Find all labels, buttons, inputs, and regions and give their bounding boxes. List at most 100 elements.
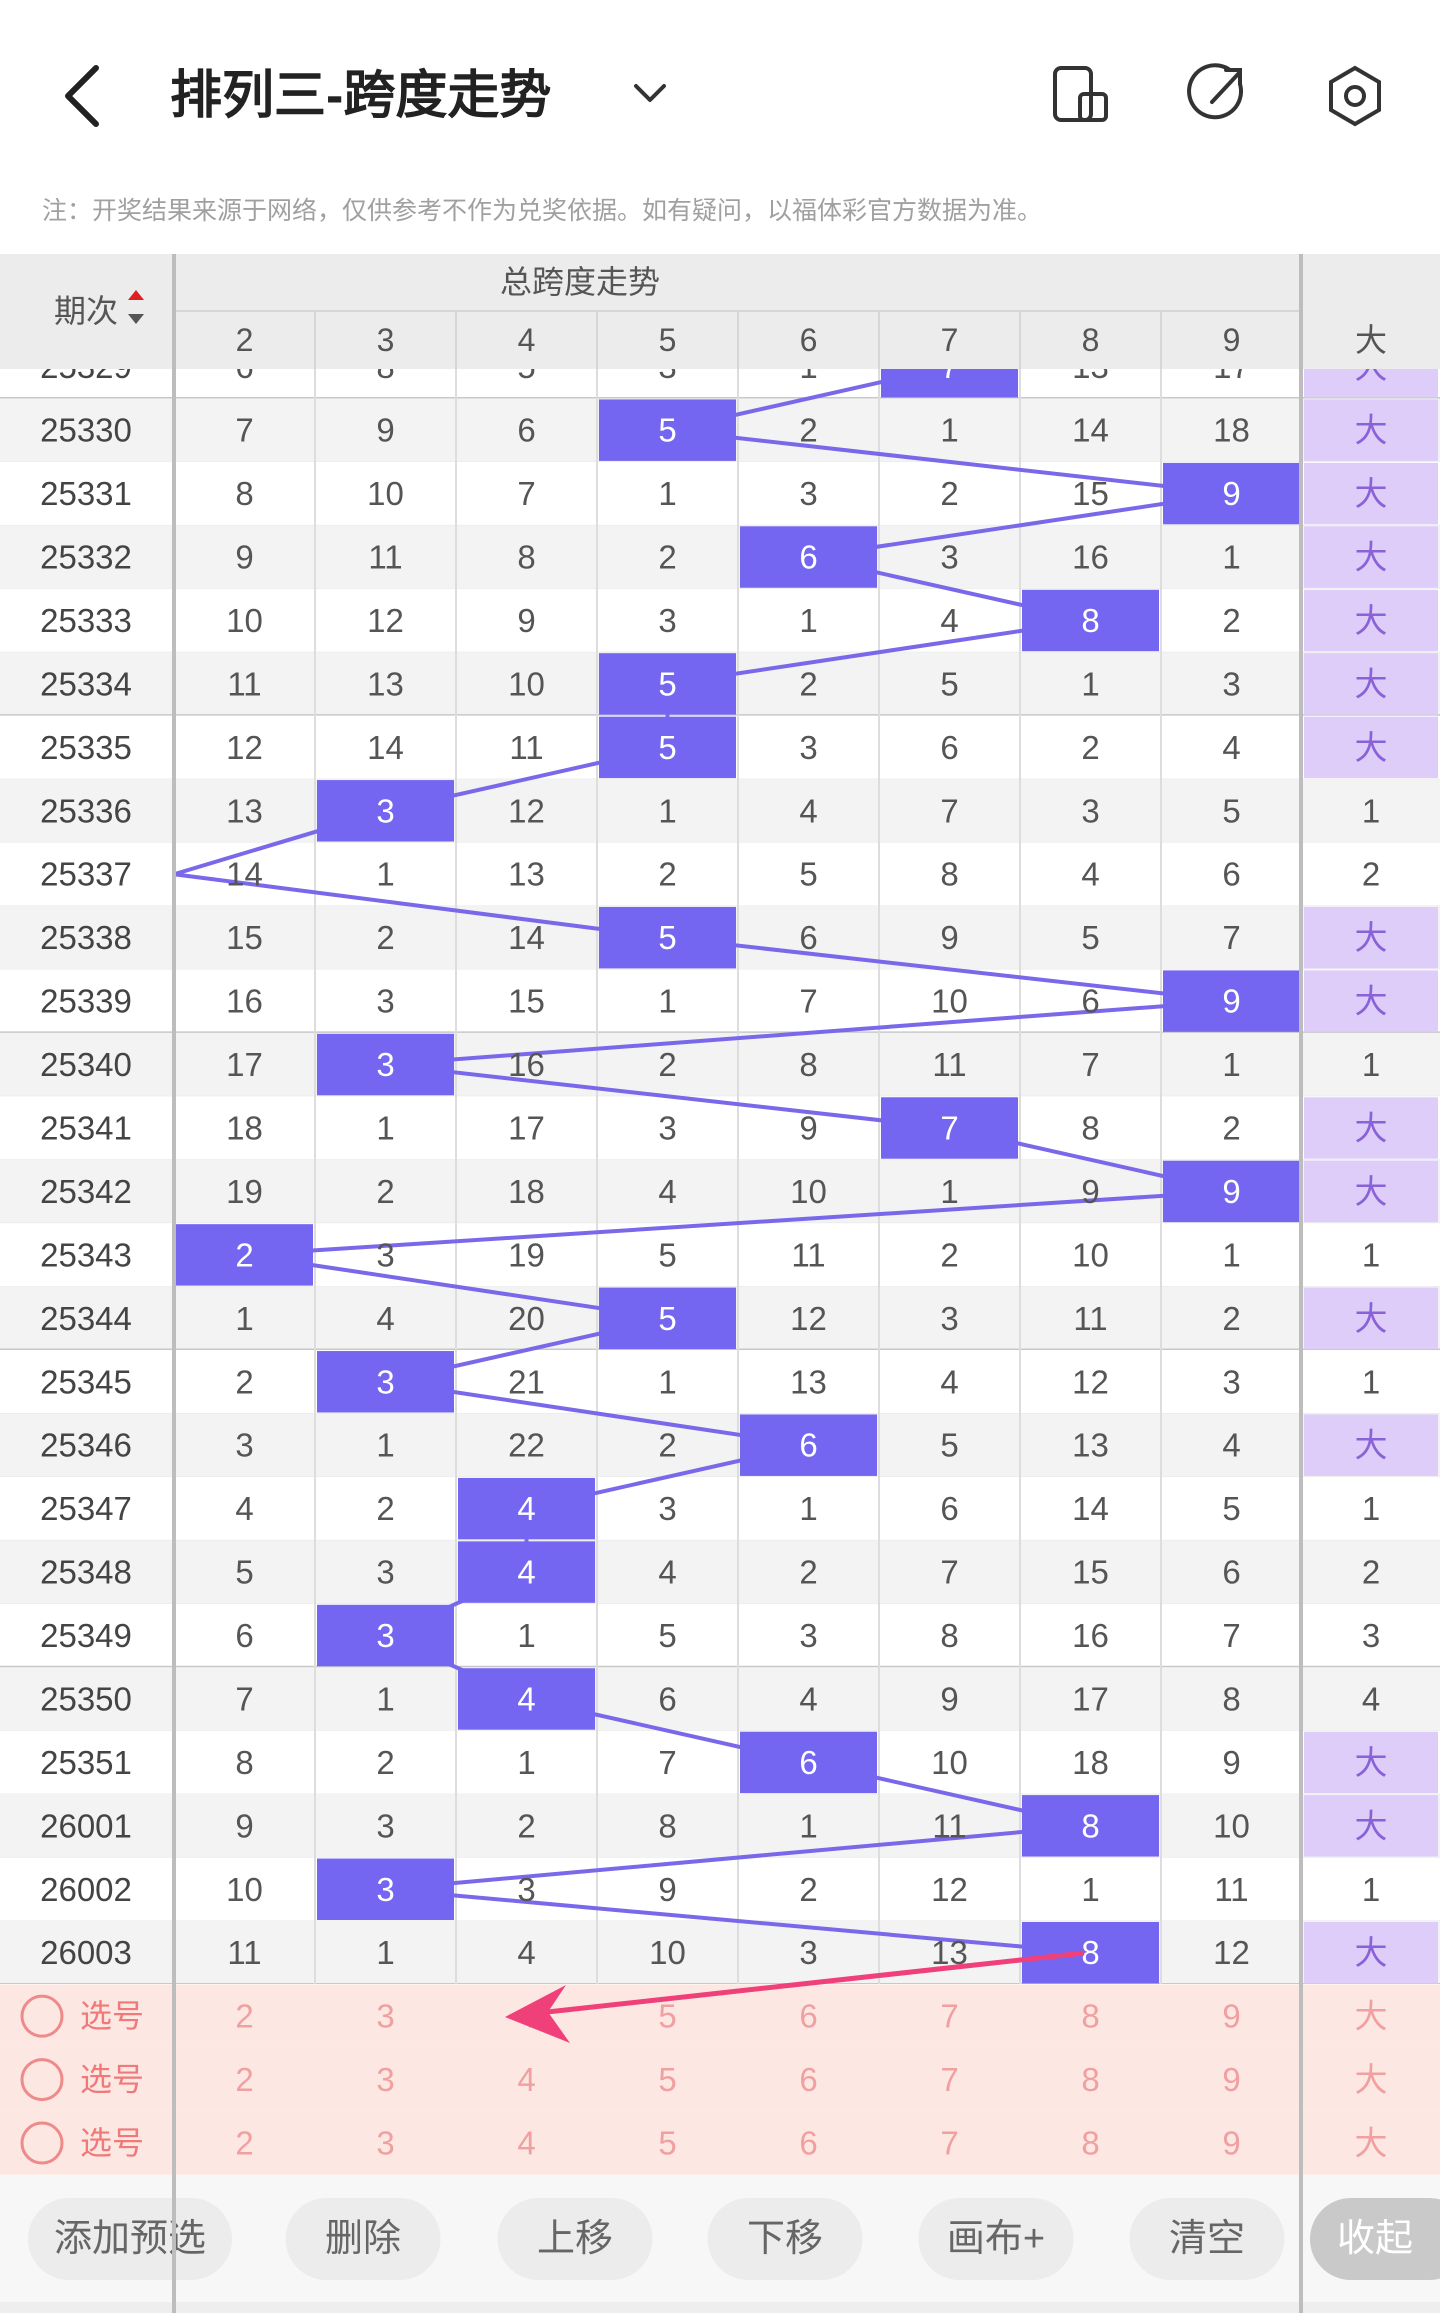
preselect-value[interactable]: 大 xyxy=(1355,2061,1388,2098)
button[interactable] xyxy=(285,2198,441,2280)
share-icon[interactable] xyxy=(1187,63,1244,120)
button-label[interactable]: 清空 xyxy=(1169,2218,1245,2260)
preselect-value[interactable]: 9 xyxy=(1222,1998,1240,2035)
hit-value: 4 xyxy=(517,1554,535,1591)
cell-value: 17 xyxy=(1213,348,1250,385)
preselect-value[interactable]: 9 xyxy=(1222,2125,1240,2162)
cell-value: 11 xyxy=(932,1807,966,1844)
button-label[interactable]: 添加预选 xyxy=(54,2218,206,2260)
cell-value: 大 xyxy=(1355,1934,1388,1971)
cell-value: 5 xyxy=(940,665,958,702)
cell-value: 13 xyxy=(790,1363,827,1400)
cell-value: 15 xyxy=(1072,475,1109,512)
preselect-value[interactable]: 8 xyxy=(1081,2061,1099,2098)
preselect-value[interactable]: 4 xyxy=(517,2061,535,2098)
cell-value: 15 xyxy=(508,983,545,1020)
row-cells: 253296853171317大253307965211418大25331810… xyxy=(40,348,1388,1984)
hit-value: 5 xyxy=(658,1300,676,1337)
preselect-value[interactable]: 大 xyxy=(1355,2125,1388,2162)
preselect-value[interactable]: 大 xyxy=(1355,1998,1388,2035)
preselect-value[interactable]: 8 xyxy=(1081,2125,1099,2162)
settings-icon[interactable] xyxy=(1329,65,1381,127)
column-header: 9 xyxy=(1223,322,1241,358)
preselect-value[interactable]: 5 xyxy=(658,1998,676,2035)
button[interactable] xyxy=(918,2198,1074,2280)
button-label[interactable]: 删除 xyxy=(325,2218,401,2260)
preselect-value[interactable]: 7 xyxy=(940,2125,958,2162)
preselect-value[interactable]: 9 xyxy=(1222,2061,1240,2098)
preselect-value[interactable]: 3 xyxy=(376,2125,394,2162)
cell-value: 3 xyxy=(799,1617,817,1654)
cell-value: 17 xyxy=(508,1110,545,1147)
button[interactable] xyxy=(1310,2198,1440,2280)
issue: 25347 xyxy=(40,1490,132,1527)
cell-value: 14 xyxy=(1072,1490,1109,1527)
cell-value: 2 xyxy=(235,1363,253,1400)
cell-value: 大 xyxy=(1355,1173,1388,1210)
cell-value: 6 xyxy=(235,1617,253,1654)
dropdown[interactable] xyxy=(634,84,666,102)
row-bg xyxy=(0,1032,1440,1097)
arrow-head xyxy=(505,1985,570,2043)
cell-value: 7 xyxy=(1081,1046,1099,1083)
button[interactable] xyxy=(28,2198,232,2280)
cell-value: 8 xyxy=(658,1807,676,1844)
big-cell xyxy=(1304,589,1438,652)
preselect-value[interactable]: 5 xyxy=(658,2125,676,2162)
preselect-value[interactable]: 6 xyxy=(799,2061,817,2098)
cell-value: 4 xyxy=(1081,856,1099,893)
preselect-radio[interactable] xyxy=(20,1994,64,2038)
cell-value: 15 xyxy=(1072,1554,1109,1591)
back-button[interactable] xyxy=(65,65,99,127)
cell-value: 20 xyxy=(508,1300,545,1337)
preselect-value[interactable]: 2 xyxy=(235,2125,253,2162)
cell-value: 2 xyxy=(1081,729,1099,766)
cell-value: 11 xyxy=(1214,1871,1248,1908)
issue: 26001 xyxy=(40,1807,132,1844)
cell-value: 14 xyxy=(1072,412,1109,449)
cell-value: 14 xyxy=(367,729,404,766)
button-label[interactable]: 下移 xyxy=(747,2218,823,2260)
button[interactable] xyxy=(1129,2198,1285,2280)
cell-value: 2 xyxy=(376,1744,394,1781)
preselect-value[interactable]: 2 xyxy=(235,1998,253,2035)
cell-value: 3 xyxy=(517,1871,535,1908)
row-bg xyxy=(0,1794,1440,1858)
preselect-value[interactable]: 5 xyxy=(658,2061,676,2098)
cell-value: 1 xyxy=(376,1110,394,1147)
big-cell xyxy=(1304,716,1438,779)
preselect-value[interactable]: 7 xyxy=(940,2061,958,2098)
issue: 25331 xyxy=(40,475,132,512)
cell-value: 6 xyxy=(940,729,958,766)
preselect-value[interactable]: 2 xyxy=(235,2061,253,2098)
issue: 25345 xyxy=(40,1363,132,1400)
sort-down[interactable] xyxy=(128,314,144,324)
button-label[interactable]: 上移 xyxy=(537,2218,613,2260)
hit-cell xyxy=(1163,970,1300,1032)
cell-value: 12 xyxy=(931,1871,968,1908)
issue: 25340 xyxy=(40,1046,132,1083)
preselect-value[interactable]: 6 xyxy=(799,1998,817,2035)
cell-value: 5 xyxy=(940,1427,958,1464)
sort-up[interactable] xyxy=(128,290,144,300)
preselect-value[interactable]: 4 xyxy=(517,2125,535,2162)
preselect-value[interactable]: 6 xyxy=(799,2125,817,2162)
preselect-value[interactable]: 8 xyxy=(1081,1998,1099,2035)
button-label[interactable]: 收起 xyxy=(1337,2218,1413,2260)
preselect-value[interactable]: 7 xyxy=(940,1998,958,2035)
cell-value: 10 xyxy=(790,1173,827,1210)
cell-value: 9 xyxy=(1222,1744,1240,1781)
issue-header: 期次 xyxy=(54,293,118,329)
button-label[interactable]: 画布+ xyxy=(947,2218,1045,2260)
preselect-radio[interactable] xyxy=(20,2058,64,2102)
preselect-value[interactable]: 3 xyxy=(376,1998,394,2035)
preselect-radio[interactable] xyxy=(20,2121,64,2165)
button[interactable] xyxy=(707,2198,863,2280)
device-icon[interactable] xyxy=(1053,66,1108,122)
preselect-value[interactable]: 3 xyxy=(376,2061,394,2098)
cell-value: 7 xyxy=(235,412,253,449)
hit-cell xyxy=(881,1097,1018,1159)
button[interactable] xyxy=(497,2198,653,2280)
cell-value: 7 xyxy=(940,792,958,829)
cell-value: 4 xyxy=(376,1300,394,1337)
